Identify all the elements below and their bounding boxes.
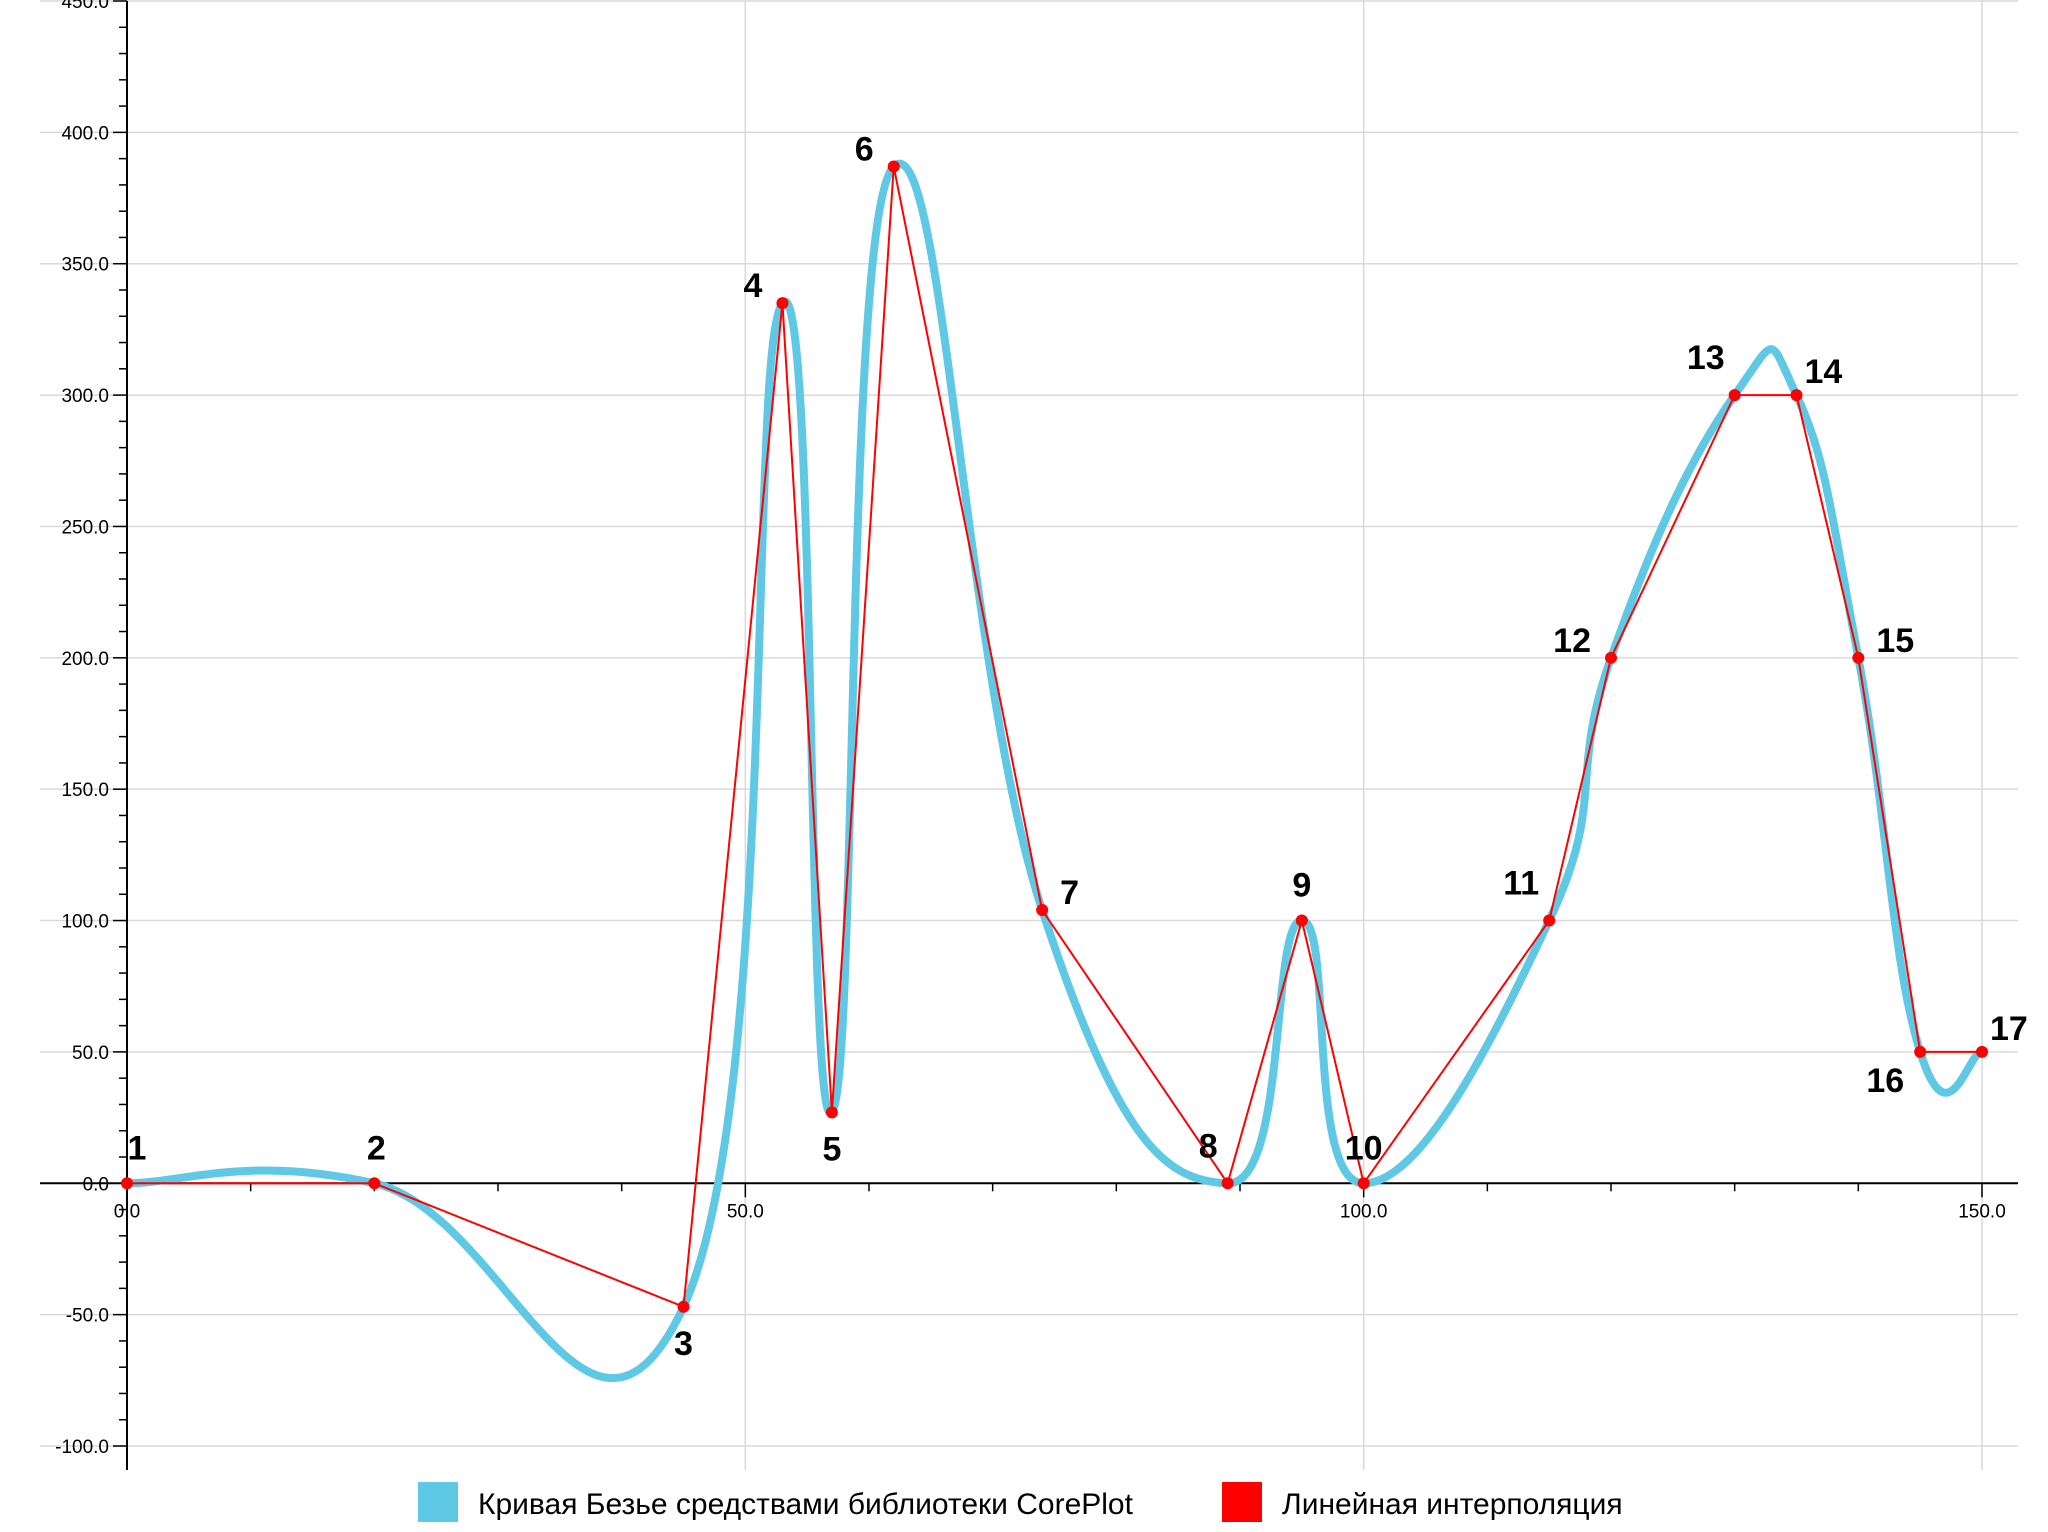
data-point: [887, 160, 900, 173]
data-point: [1221, 1177, 1234, 1190]
data-point: [1728, 389, 1741, 402]
y-tick-label: 250.0: [61, 517, 109, 538]
y-tick-label: 450.0: [61, 0, 109, 13]
x-tick-label: 150.0: [1958, 1201, 2006, 1222]
data-point: [1357, 1177, 1370, 1190]
axes: [40, 0, 2018, 1470]
grid-lines: [40, 0, 2018, 1470]
x-tick-label: 100.0: [1340, 1201, 1388, 1222]
y-tick-label: 150.0: [61, 780, 109, 801]
point-label-12: 12: [1553, 622, 1591, 660]
data-point: [1790, 389, 1803, 402]
data-point: [1295, 914, 1308, 927]
point-label-13: 13: [1687, 339, 1725, 377]
tick-labels: 0.0 50.0 100.0 150.0 -100.0 -50.0 0.0 50.0 100.0…: [55, 0, 2006, 1458]
data-points: [121, 160, 1988, 1313]
point-label-5: 5: [822, 1130, 841, 1168]
data-point: [776, 297, 789, 310]
point-label-8: 8: [1199, 1127, 1218, 1165]
data-point: [368, 1177, 381, 1190]
legend-label-bezier: Кривая Безье средствами библиотеки CoreP…: [478, 1488, 1134, 1521]
point-label-3: 3: [674, 1325, 693, 1363]
data-point: [1036, 904, 1049, 917]
point-label-14: 14: [1805, 353, 1843, 391]
data-point: [1605, 651, 1617, 664]
bezier-series: [123, 159, 1986, 1382]
point-label-17: 17: [1990, 1010, 2028, 1048]
point-label-9: 9: [1292, 867, 1311, 905]
point-label-15: 15: [1876, 622, 1914, 660]
data-point: [677, 1300, 690, 1313]
y-tick-label: 300.0: [61, 386, 109, 407]
linear-series: [127, 166, 1982, 1309]
y-tick-label: 200.0: [61, 649, 109, 670]
y-tick-label: -50.0: [66, 1306, 109, 1327]
y-tick-label: 100.0: [61, 912, 109, 933]
point-label-7: 7: [1060, 874, 1079, 912]
y-tick-label: 50.0: [72, 1043, 109, 1064]
data-point: [1543, 914, 1556, 927]
y-tick-label: 400.0: [61, 123, 109, 144]
x-tick-label: 50.0: [727, 1201, 764, 1222]
bezier-curve-line: [123, 159, 1986, 1382]
linear-interpolation-line: [127, 166, 1982, 1309]
point-label-16: 16: [1866, 1062, 1904, 1100]
legend-label-linear: Линейная интерполяция: [1282, 1488, 1623, 1521]
x-tick-label: 0.0: [114, 1201, 140, 1222]
y-tick-label: 0.0: [83, 1174, 109, 1195]
data-point: [1976, 1045, 1988, 1058]
legend: Кривая Безье средствами библиотеки CoreP…: [418, 1482, 1623, 1522]
point-label-6: 6: [855, 131, 874, 169]
y-tick-label: 350.0: [61, 255, 109, 276]
data-point: [825, 1106, 838, 1119]
legend-swatch-linear: [1222, 1482, 1262, 1522]
point-label-11: 11: [1503, 865, 1539, 903]
point-label-1: 1: [128, 1129, 147, 1167]
point-label-4: 4: [744, 267, 763, 305]
data-point: [121, 1177, 133, 1190]
y-tick-label: -100.0: [55, 1437, 109, 1458]
point-label-10: 10: [1345, 1129, 1383, 1167]
data-point: [1852, 651, 1865, 664]
data-point: [1914, 1045, 1927, 1058]
legend-swatch-bezier: [418, 1482, 458, 1522]
point-label-2: 2: [367, 1129, 386, 1167]
